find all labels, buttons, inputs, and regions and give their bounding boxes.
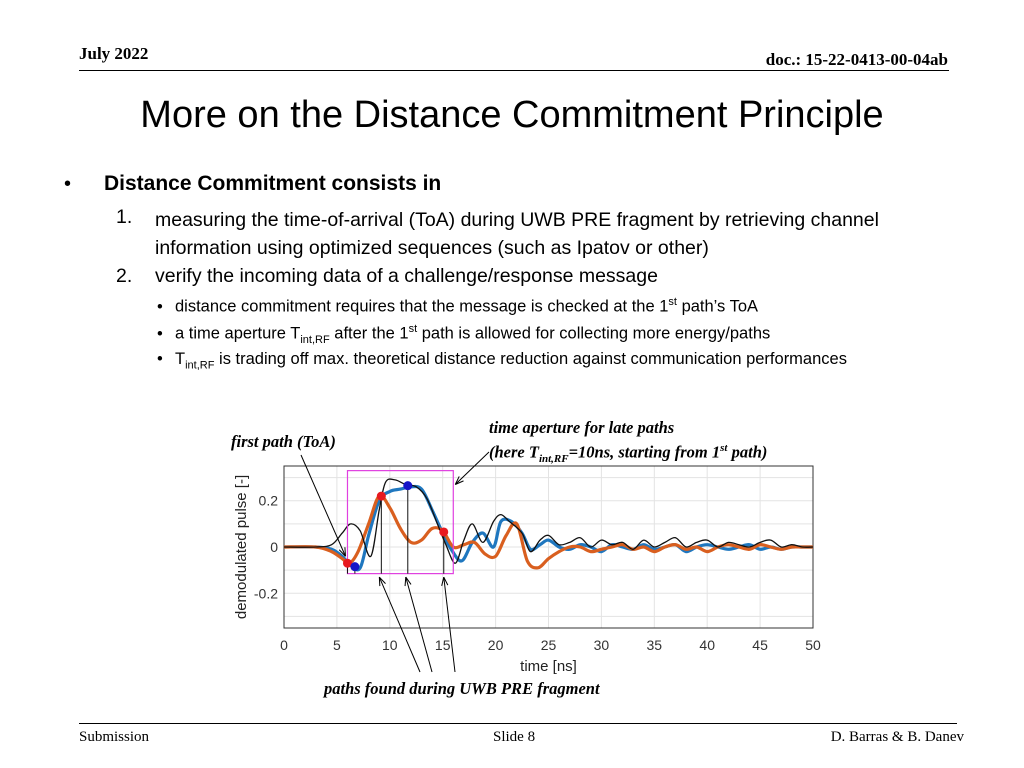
sub-bullet-1: • distance commitment requires that the m… [157, 296, 759, 316]
bullet-heading: Distance Commitment consists in [104, 172, 442, 195]
x-tick-label: 20 [488, 637, 504, 653]
footer-rule [79, 723, 957, 724]
path-marker [350, 562, 360, 572]
sub-bullet-3: • Tint,RF is trading off max. theoretical… [157, 350, 847, 372]
arrow-path-c [443, 577, 456, 673]
annotation-paths-found: paths found during UWB PRE fragment [324, 679, 600, 698]
path-marker [439, 527, 449, 537]
list-item-1: measuring the time-of-arrival (ToA) duri… [155, 209, 879, 259]
footer-submission: Submission [79, 729, 150, 745]
x-tick-label: 0 [280, 637, 288, 653]
sub-bullet-2: • a time aperture Tint,RF after the 1st p… [157, 323, 771, 346]
list-item-2: verify the incoming data of a challenge/… [155, 265, 658, 287]
aperture-box [346, 470, 454, 575]
x-tick-label: 45 [752, 637, 768, 653]
path-marker [342, 558, 352, 568]
x-tick-label: 25 [541, 637, 557, 653]
arrow-aperture-head [454, 476, 464, 485]
arrow-aperture [454, 451, 490, 485]
slide-title: More on the Distance Commitment Principl… [140, 94, 884, 136]
arrow-path-a-head [378, 576, 386, 587]
y-axis-label: demodulated pulse [-] [233, 475, 250, 619]
list-number-1: 1. [116, 206, 133, 228]
series-line-black [283, 478, 814, 564]
arrow-path-b [405, 576, 433, 673]
arrow-path-b-head [404, 576, 412, 587]
list-number-2: 2. [116, 265, 133, 287]
arrow-path-a [378, 576, 421, 673]
arrow-first-path [300, 454, 346, 557]
x-tick-label: 40 [699, 637, 715, 653]
annotation-first-path: first path (ToA) [231, 432, 336, 451]
x-axis-label: time [ns] [520, 658, 577, 675]
series-line-orange [283, 494, 813, 570]
x-tick-label: 5 [333, 637, 341, 653]
arrow-path-c-head [441, 576, 449, 586]
path-marker [403, 481, 413, 491]
x-tick-label: 35 [647, 637, 663, 653]
x-tick-label: 10 [382, 637, 398, 653]
bullet-dot: • [64, 173, 72, 195]
footer-slide-number: Slide 8 [493, 729, 536, 745]
y-tick-label: 0.2 [259, 493, 279, 509]
x-tick-label: 15 [435, 637, 451, 653]
x-tick-label: 50 [805, 637, 821, 653]
series-line-blue [283, 484, 813, 572]
y-tick-label: -0.2 [254, 585, 278, 601]
annotation-aperture-line1: time aperture for late paths [489, 418, 675, 437]
y-tick-label: 0 [270, 539, 278, 555]
header-doc-id: doc.: 15-22-0413-00-04ab [765, 50, 948, 69]
annotation-aperture-line2: (here Tint,RF=10ns, starting from 1st pa… [489, 442, 768, 465]
x-tick-label: 30 [594, 637, 610, 653]
arrow-first-path-head [338, 547, 346, 557]
footer-authors: D. Barras & B. Danev [830, 729, 964, 745]
path-marker [376, 491, 386, 501]
header-date: July 2022 [79, 44, 149, 63]
header-rule [79, 70, 949, 71]
